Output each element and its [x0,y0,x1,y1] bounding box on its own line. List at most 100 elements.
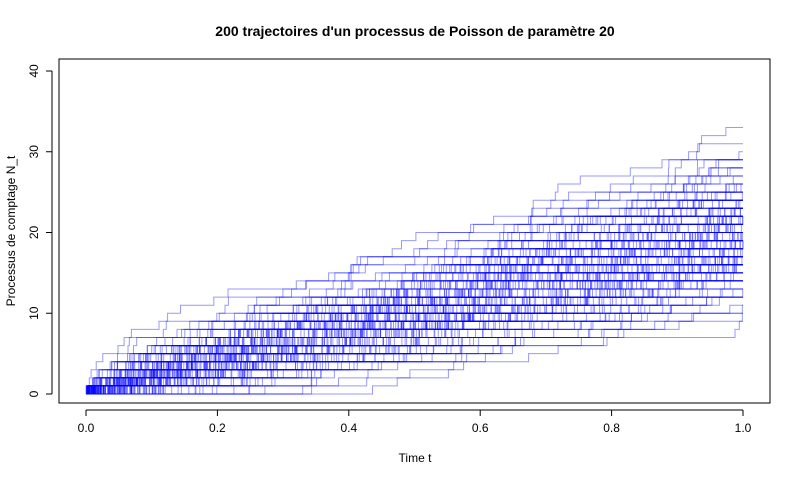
trajectory-line [86,207,743,395]
x-axis: 0.0 0.2 0.4 0.6 0.8 1.0 [78,409,752,435]
trajectory-line [86,256,743,395]
trajectory-line [86,215,743,395]
trajectory-line [86,207,743,395]
trajectory-line [86,288,744,395]
trajectory-line [86,159,743,395]
trajectory-line [86,199,743,395]
trajectory-line [86,280,743,395]
trajectory-line [86,248,743,395]
trajectory-line [86,304,743,395]
y-axis: 0 10 20 30 40 [27,64,53,397]
trajectory-line [86,223,743,395]
trajectory-line [86,232,743,395]
trajectory-line [86,232,743,395]
trajectory-line [86,256,743,395]
trajectory-line [86,232,743,395]
trajectory-line [86,256,743,395]
trajectory-line [86,312,743,395]
trajectory-line [86,232,743,395]
chart-title: 200 trajectoires d'un processus de Poiss… [215,23,615,39]
trajectory-line [86,272,743,395]
trajectory-line [86,264,743,395]
trajectory-line [86,256,743,395]
trajectory-line [86,223,743,395]
trajectory-line [86,240,743,395]
trajectory-line [86,232,743,395]
trajectory-line [86,191,743,395]
trajectory-line [86,175,743,395]
x-tick-label: 0.6 [472,421,489,435]
trajectory-line [86,199,743,395]
trajectory-line [86,183,743,395]
trajectory-line [86,207,743,395]
trajectory-line [86,304,743,395]
trajectory-line [86,264,743,395]
trajectory-line [86,256,743,395]
trajectory-line [86,167,743,395]
trajectory-line [86,191,743,395]
trajectory-line [86,280,743,395]
trajectory-line [86,191,743,395]
trajectory-line [86,256,743,395]
trajectory-line [86,256,743,395]
trajectory-line [86,207,743,395]
trajectory-line [86,207,743,395]
trajectory-line [86,207,743,395]
trajectory-line [86,127,743,395]
trajectory-line [86,215,743,395]
trajectory-line [86,296,743,395]
trajectory-line [86,264,743,395]
trajectory-line [86,256,743,395]
trajectory-line [86,288,743,395]
trajectory-line [86,280,743,395]
trajectory-line [86,248,743,395]
trajectory-line [86,232,743,395]
trajectory-line [86,240,743,395]
trajectory-line [86,280,743,395]
y-tick-label: 0 [27,390,41,397]
trajectory-line [86,199,743,395]
trajectory-line [86,191,743,395]
trajectory-line [86,240,743,395]
trajectory-line [86,232,743,395]
trajectory-line [86,240,743,395]
trajectory-line [86,207,743,395]
trajectory-line [86,240,743,395]
trajectory-line [86,240,743,395]
trajectory-line [86,296,743,395]
trajectory-line [86,272,743,395]
trajectory-line [86,215,743,395]
trajectory-line [86,296,743,395]
trajectory-line [86,232,743,395]
trajectory-line [86,280,743,395]
trajectory-line [86,240,744,395]
trajectory-line [86,232,743,395]
trajectory-line [86,175,743,395]
trajectory-line [86,248,743,395]
trajectory-line [86,256,743,395]
trajectory-line [86,256,743,395]
trajectory-line [86,264,743,395]
trajectory-line [86,183,743,395]
trajectory-line [86,199,743,395]
trajectory-line [86,215,743,395]
trajectory-line [86,232,743,395]
trajectory-line [86,264,743,395]
y-tick-label: 40 [27,64,41,78]
trajectory-line [86,240,743,395]
trajectory-line [86,248,743,395]
trajectory-line [86,256,743,395]
trajectory-line [86,240,743,395]
trajectory-line [86,207,743,395]
trajectory-line [86,240,743,395]
trajectory-line [86,240,743,395]
trajectory-line [86,264,743,395]
trajectory-line [86,248,743,395]
trajectory-line [86,167,743,395]
trajectory-line [86,280,743,395]
trajectory-line [86,223,743,395]
trajectory-line [86,248,743,395]
trajectory-line [86,207,743,395]
trajectory-line [85,272,743,394]
